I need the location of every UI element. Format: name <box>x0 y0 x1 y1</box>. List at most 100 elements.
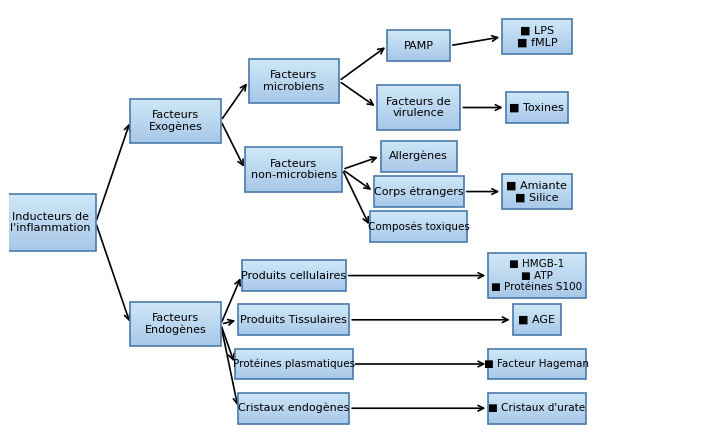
Bar <box>502 45 572 47</box>
Bar <box>377 97 460 99</box>
Bar <box>238 393 349 424</box>
Bar <box>238 304 349 335</box>
Bar <box>374 198 464 199</box>
Text: ■ Facteur Hageman: ■ Facteur Hageman <box>484 359 589 369</box>
Bar <box>238 326 349 328</box>
Bar <box>249 68 339 70</box>
Bar <box>370 238 467 239</box>
Bar <box>513 306 561 307</box>
Bar <box>249 59 339 61</box>
Bar <box>238 408 349 410</box>
Text: Allergènes: Allergènes <box>389 151 448 162</box>
Bar <box>235 361 352 363</box>
Bar <box>388 35 450 36</box>
Bar <box>238 399 349 400</box>
Bar <box>242 268 346 269</box>
Bar <box>489 407 586 408</box>
Bar <box>381 142 457 144</box>
Bar <box>505 117 568 118</box>
Bar <box>489 404 586 405</box>
Bar <box>381 146 457 147</box>
Text: Facteurs
Exogènes: Facteurs Exogènes <box>149 109 202 132</box>
Bar <box>235 378 352 380</box>
Bar <box>381 162 457 164</box>
Bar <box>238 410 349 411</box>
Bar <box>377 125 460 127</box>
Bar <box>249 77 339 79</box>
Bar <box>242 279 346 280</box>
Bar <box>381 147 457 149</box>
Bar <box>377 127 460 129</box>
Bar <box>374 188 464 190</box>
Bar <box>130 112 221 114</box>
Bar <box>381 150 457 152</box>
Bar <box>489 396 586 397</box>
Bar <box>502 42 572 44</box>
Bar <box>489 348 586 380</box>
Text: ■ Amiante
■ Silice: ■ Amiante ■ Silice <box>506 181 568 202</box>
Bar <box>238 312 349 314</box>
Bar <box>502 33 572 35</box>
Bar <box>388 33 450 35</box>
Bar <box>374 201 464 202</box>
Bar <box>502 198 572 200</box>
Bar <box>374 178 464 179</box>
Bar <box>374 176 464 178</box>
Bar <box>502 37 572 39</box>
Bar <box>235 353 352 355</box>
Bar <box>238 411 349 413</box>
Bar <box>502 200 572 202</box>
Bar <box>489 360 586 361</box>
Bar <box>489 421 586 422</box>
Bar <box>130 316 221 318</box>
Bar <box>513 324 561 326</box>
Bar <box>370 222 467 224</box>
Bar <box>374 184 464 186</box>
Bar <box>513 311 561 312</box>
Text: Corps étrangers: Corps étrangers <box>374 186 464 197</box>
Bar <box>130 327 221 329</box>
Bar <box>513 307 561 309</box>
Text: Facteurs de
virulence: Facteurs de virulence <box>386 97 451 118</box>
Bar <box>235 372 352 373</box>
Bar <box>6 243 96 246</box>
Bar <box>502 28 572 30</box>
Bar <box>245 147 343 150</box>
Bar <box>377 99 460 101</box>
Bar <box>381 144 457 146</box>
Bar <box>130 309 221 311</box>
Bar <box>130 311 221 313</box>
Bar <box>130 136 221 138</box>
Bar <box>245 163 343 165</box>
Bar <box>235 355 352 356</box>
Bar <box>489 271 586 273</box>
Bar <box>489 256 586 258</box>
Bar <box>489 291 586 293</box>
Bar <box>502 26 572 28</box>
Bar <box>489 350 586 352</box>
Bar <box>377 118 460 121</box>
Bar <box>242 285 346 287</box>
Bar <box>235 352 352 353</box>
Bar <box>130 116 221 118</box>
Bar <box>381 156 457 158</box>
Bar <box>130 132 221 134</box>
Bar <box>245 176 343 178</box>
Bar <box>505 92 568 123</box>
Bar <box>130 313 221 316</box>
Text: PAMP: PAMP <box>404 40 434 51</box>
Bar <box>489 264 586 267</box>
Bar <box>489 287 586 289</box>
Bar <box>489 394 586 396</box>
Bar <box>6 208 96 211</box>
Bar <box>381 169 457 170</box>
Bar <box>238 405 349 407</box>
Bar <box>489 414 586 416</box>
Bar <box>489 295 586 298</box>
Bar <box>242 272 346 274</box>
Bar <box>370 241 467 243</box>
Bar <box>513 328 561 329</box>
Bar <box>245 158 343 161</box>
Bar <box>502 202 572 204</box>
Bar <box>502 204 572 206</box>
